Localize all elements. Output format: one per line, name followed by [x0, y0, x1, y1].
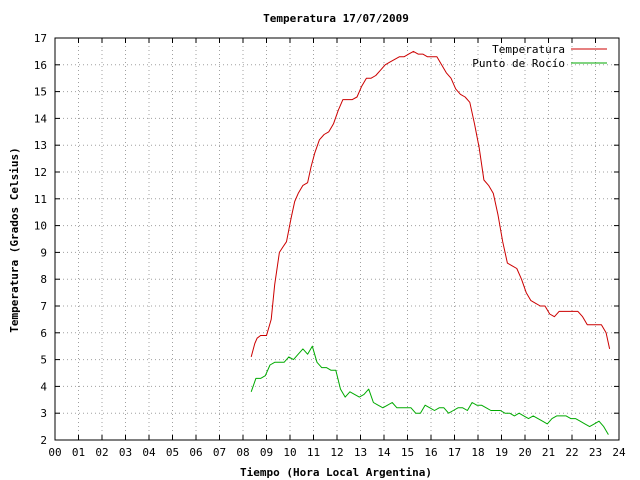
x-tick-label: 16	[424, 446, 437, 459]
chart-title: Temperatura 17/07/2009	[263, 12, 409, 25]
x-tick-label: 13	[354, 446, 367, 459]
y-tick-label: 13	[34, 139, 47, 152]
series-line-temperatura	[250, 50, 611, 358]
y-tick-label: 12	[34, 166, 47, 179]
y-tick-label: 9	[40, 246, 47, 259]
x-tick-label: 08	[236, 446, 249, 459]
x-tick-label: 17	[448, 446, 461, 459]
x-tick-label: 07	[213, 446, 226, 459]
y-tick-label: 6	[40, 327, 47, 340]
x-tick-label: 22	[565, 446, 578, 459]
grid-lines	[55, 38, 619, 440]
y-tick-label: 10	[34, 220, 47, 233]
y-tick-label: 11	[34, 193, 47, 206]
legend-label: Punto de Rocío	[472, 57, 565, 70]
y-tick-label: 17	[34, 32, 47, 45]
series-lines	[250, 50, 611, 435]
y-tick-label: 3	[40, 407, 47, 420]
x-tick-label: 18	[471, 446, 484, 459]
x-tick-label: 12	[330, 446, 343, 459]
y-tick-label: 2	[40, 434, 47, 447]
x-tick-label: 23	[589, 446, 602, 459]
series-line-punto-de-rocio	[250, 345, 609, 435]
x-tick-label: 10	[283, 446, 296, 459]
y-axis-label: Temperatura (Grados Celsius)	[8, 147, 21, 332]
x-tick-label: 04	[142, 446, 156, 459]
y-tick-label: 16	[34, 59, 47, 72]
x-tick-label: 05	[166, 446, 179, 459]
x-tick-label: 19	[495, 446, 508, 459]
legend-label: Temperatura	[492, 43, 565, 56]
axis-ticks: 00 01 02 03 04 05 06 07 08 09 10 11 12 13 14 15 16 17 18 19…	[34, 32, 626, 459]
y-tick-label: 7	[40, 300, 47, 313]
y-tick-label: 5	[40, 354, 47, 367]
x-tick-label: 03	[119, 446, 132, 459]
x-tick-label: 09	[260, 446, 273, 459]
x-tick-label: 24	[612, 446, 626, 459]
x-tick-label: 02	[95, 446, 108, 459]
x-tick-label: 06	[189, 446, 202, 459]
x-tick-label: 01	[72, 446, 85, 459]
x-tick-label: 11	[307, 446, 320, 459]
y-tick-label: 8	[40, 273, 47, 286]
x-axis-label: Tiempo (Hora Local Argentina)	[240, 466, 432, 479]
x-tick-label: 00	[48, 446, 61, 459]
x-tick-label: 21	[542, 446, 555, 459]
y-tick-label: 4	[40, 380, 47, 393]
x-tick-label: 14	[377, 446, 391, 459]
x-tick-label: 20	[518, 446, 531, 459]
y-tick-label: 14	[34, 112, 48, 125]
x-tick-label: 15	[401, 446, 414, 459]
y-tick-label: 15	[34, 86, 47, 99]
